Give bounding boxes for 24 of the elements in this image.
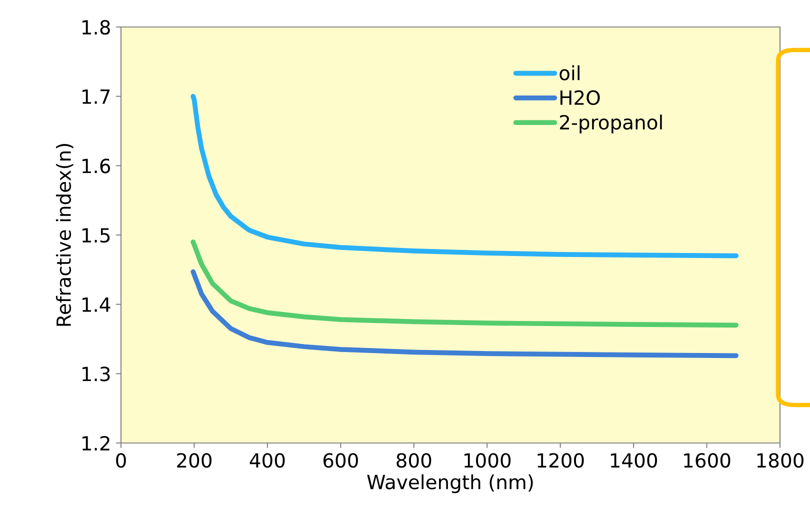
y-tick-label: 1.8	[82, 20, 110, 35]
y-tick-label: 1.7	[82, 90, 110, 104]
legend-label: oil	[560, 65, 580, 80]
x-tick-label: 1200	[538, 453, 584, 468]
y-tick-label: 1.6	[82, 158, 110, 174]
y-tick-label: 1.2	[82, 436, 110, 450]
x-tick-label: 1000	[464, 453, 511, 468]
line-series	[190, 240, 738, 328]
y-tick-label: 1.5	[82, 228, 110, 243]
x-tick-label: 1800	[757, 453, 804, 468]
x-tick-label: 800	[396, 453, 432, 468]
x-tick-label: 600	[323, 453, 358, 468]
x-tick-label: 1600	[684, 453, 730, 468]
y-tick-label: 1.3	[82, 366, 110, 382]
line-series	[190, 269, 738, 358]
x-tick-label: 200	[177, 453, 212, 468]
x-axis-title: Wavelength (nm)	[367, 474, 533, 494]
x-tick-label: 400	[250, 453, 285, 468]
legend-label: H2O	[560, 90, 600, 106]
legend-label: 2-propanol	[560, 114, 662, 134]
x-tick-label: 0	[116, 453, 126, 468]
y-axis-title: Refractive index(n)	[56, 144, 74, 326]
x-tick-label: 1400	[610, 453, 658, 468]
y-tick-label: 1.4	[82, 298, 110, 312]
